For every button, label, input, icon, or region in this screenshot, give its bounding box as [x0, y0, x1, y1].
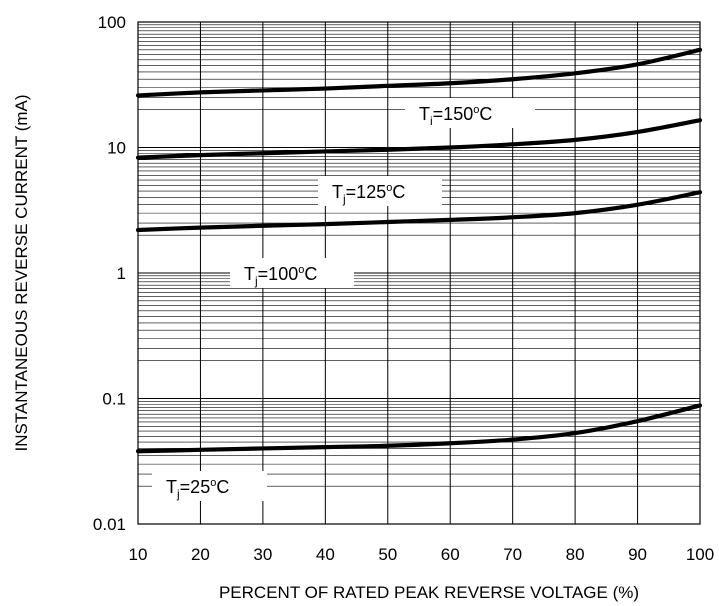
curves	[135, 47, 703, 454]
series-label-bg-0	[405, 98, 535, 128]
series-label-sup: o	[298, 264, 304, 276]
y-tick-label: 100	[98, 13, 126, 32]
x-tick-label: 90	[628, 545, 647, 564]
series-label-2: Tj=100oC	[244, 264, 317, 288]
series-label-rest: =100	[258, 264, 299, 284]
x-tick-label: 100	[686, 545, 714, 564]
series-label-base: T	[419, 104, 430, 124]
series-label-base: T	[166, 477, 177, 497]
x-tick-label: 30	[253, 545, 272, 564]
series-label-3: Tj=25oC	[166, 477, 229, 501]
y-tick-label: 0.1	[102, 390, 126, 409]
x-axis-label: PERCENT OF RATED PEAK REVERSE VOLTAGE (%…	[219, 583, 639, 602]
series-label-0: Ti=150oC	[419, 104, 492, 128]
series-line-1	[135, 118, 703, 160]
x-tick-label: 70	[503, 545, 522, 564]
series-label-bg-1	[318, 176, 442, 206]
series-label-rest: =125	[346, 182, 387, 202]
x-tick-label: 80	[566, 545, 585, 564]
y-tick-label: 10	[107, 139, 126, 158]
series-line-0	[135, 47, 703, 98]
y-axis-label: INSTANTANEOUS REVERSE CURRENT (mA)	[12, 94, 31, 451]
x-tick-label: 10	[129, 545, 148, 564]
series-line-2	[135, 190, 703, 233]
series-label-unit: C	[479, 104, 492, 124]
series-label-sub: j	[176, 487, 180, 501]
series-label-sub: j	[254, 274, 258, 288]
series-line-3	[135, 403, 703, 454]
x-tick-label: 40	[316, 545, 335, 564]
series-label-base: T	[244, 264, 255, 284]
series-label-unit: C	[392, 182, 405, 202]
series-label-unit: C	[304, 264, 317, 284]
series-label-rest: =25	[180, 477, 211, 497]
series-label-sup: o	[210, 477, 216, 489]
series-label-bg-2	[230, 258, 354, 288]
x-tick-label: 20	[191, 545, 210, 564]
y-tick-label: 0.01	[93, 515, 126, 534]
series-label-bg-3	[152, 471, 267, 501]
series-label-sup: o	[386, 182, 392, 194]
series-label-sup: o	[473, 104, 479, 116]
x-tick-label: 60	[441, 545, 460, 564]
series-label-unit: C	[216, 477, 229, 497]
series-label-sub: j	[342, 192, 346, 206]
series-label-1: Tj=125oC	[332, 182, 405, 206]
x-tick-label: 50	[378, 545, 397, 564]
series-label-base: T	[332, 182, 343, 202]
y-tick-label: 1	[117, 264, 126, 283]
tick-labels: 10 20 30 40 50 60 70 80 90 100 100 10 1 0.1 0.01	[93, 13, 714, 564]
series-label-rest: =150	[433, 104, 474, 124]
series-label-sub: i	[430, 114, 433, 128]
